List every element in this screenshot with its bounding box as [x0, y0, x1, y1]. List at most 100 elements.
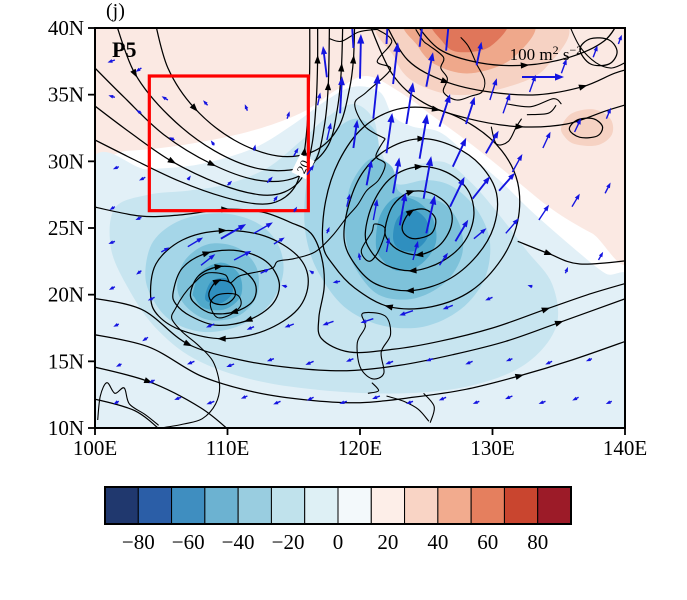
wave-flux-vector-head-icon: [562, 58, 567, 66]
contour-line: [95, 28, 331, 183]
wave-flux-vector-head-icon: [339, 400, 345, 404]
colorbar-tick-label: 0: [333, 530, 344, 554]
wave-flux-vector: [425, 59, 433, 87]
wave-flux-vector: [538, 209, 547, 221]
vector-scale-label-base: 100 m: [510, 45, 553, 64]
wave-flux-vector: [266, 179, 271, 184]
wave-flux-vector: [485, 136, 497, 154]
contour-arrowhead-icon: [189, 103, 198, 112]
wave-flux-vector: [560, 63, 566, 74]
wave-flux-vector-head-icon: [206, 400, 212, 405]
wave-flux-vector: [151, 296, 155, 300]
colorbar-tick-label: −40: [222, 530, 255, 554]
wave-flux-vector-head-icon: [112, 165, 118, 170]
contour-arrowhead-icon: [384, 304, 394, 311]
wave-flux-vector-head-icon: [477, 41, 483, 50]
wave-flux-vector-head-icon: [326, 226, 330, 233]
wave-flux-vector: [145, 336, 149, 340]
wave-flux-vector-head-icon: [244, 250, 252, 257]
wave-flux-vector-head-icon: [425, 156, 433, 167]
wave-flux-vector-head-icon: [442, 305, 449, 310]
colorbar-cell: [437, 486, 472, 525]
wave-flux-vector: [351, 28, 355, 49]
contour-arrowhead-icon: [440, 77, 450, 84]
wave-flux-vector-head-icon: [161, 96, 167, 101]
wave-flux-vector: [322, 53, 328, 78]
wave-flux-vector-head-icon: [505, 357, 512, 362]
wave-flux-vector-head-icon: [147, 296, 153, 301]
wave-flux-vector-head-icon: [385, 0, 392, 9]
wave-flux-vector-head-icon: [317, 92, 322, 99]
colorbar-cell: [304, 486, 339, 525]
coastline: [97, 382, 159, 426]
wave-flux-vector: [438, 101, 449, 127]
wave-flux-vector: [309, 360, 314, 364]
x-axis-tick-label: 130E: [470, 436, 514, 460]
colorbar-cell: [470, 486, 505, 525]
wave-flux-vector-head-icon: [206, 323, 212, 328]
wave-flux-vector: [422, 164, 431, 199]
wave-flux-vector-head-icon: [543, 204, 549, 212]
wave-flux-vector-head-icon: [108, 240, 114, 244]
colorbar-cell: [404, 486, 439, 525]
colorbar-cell: [337, 486, 372, 525]
vector-layer: [107, 0, 622, 405]
wave-flux-vector-head-icon: [357, 252, 362, 258]
wave-flux-vector-head-icon: [136, 110, 141, 114]
wave-flux-vector: [385, 28, 389, 45]
wave-flux-vector: [372, 204, 377, 221]
coastline: [354, 28, 393, 140]
colorbar-cell: [503, 486, 539, 525]
wave-flux-vector-head-icon: [442, 252, 448, 259]
colorbar-cell: [104, 486, 139, 525]
contour-line: [95, 28, 319, 196]
wave-flux-vector: [138, 67, 142, 70]
wave-flux-vector: [418, 28, 423, 47]
wave-flux-vector-head-icon: [309, 270, 315, 275]
colorbar-cell: [537, 486, 572, 525]
wave-flux-vector: [405, 90, 413, 125]
shading-region: [393, 209, 429, 252]
wave-flux-vector: [372, 82, 378, 119]
contour-arrowhead-icon: [218, 227, 228, 234]
wave-flux-vector: [469, 360, 473, 364]
wave-flux-vector-head-icon: [284, 323, 291, 328]
wave-flux-vector-head-icon: [208, 254, 216, 260]
wave-flux-vector-head-icon: [420, 9, 427, 18]
wave-flux-vector-head-icon: [385, 237, 391, 244]
wave-flux-vector: [502, 98, 509, 114]
wave-flux-vector-head-icon: [109, 206, 115, 210]
contour-line: [568, 117, 604, 139]
y-axis-tick-label: 30N: [48, 149, 84, 173]
wave-flux-vector: [575, 396, 579, 400]
wave-flux-vector: [438, 256, 446, 266]
colorbar-tick-label: −80: [122, 530, 155, 554]
wave-flux-vector: [365, 318, 374, 322]
wave-flux-vector: [142, 176, 146, 180]
contour-line: [189, 265, 257, 315]
wave-flux-vector-head-icon: [480, 228, 487, 234]
wave-flux-vector: [571, 197, 578, 208]
shading-region: [204, 277, 233, 304]
wave-flux-vector: [542, 400, 546, 403]
coastline: [507, 98, 562, 108]
wave-flux-vector: [359, 42, 362, 79]
wave-flux-vector-head-icon: [148, 379, 154, 384]
wave-flux-vector: [511, 158, 521, 173]
contour-arrowhead-icon: [543, 249, 553, 255]
wave-flux-vector-head-icon: [545, 131, 551, 139]
wave-flux-vector: [573, 123, 580, 133]
wave-flux-vector: [288, 323, 295, 327]
contour-line: [95, 366, 228, 428]
contour-arrowhead-icon: [350, 55, 357, 64]
wave-flux-vector-head-icon: [444, 94, 451, 104]
wave-flux-vector: [230, 363, 235, 366]
wave-flux-vector-head-icon: [385, 360, 391, 365]
wave-flux-vector-head-icon: [286, 111, 290, 117]
wave-flux-vector-head-icon: [517, 154, 523, 161]
vector-scale-label: 100 m2 s−2: [510, 43, 583, 64]
wave-flux-vector-head-icon: [545, 360, 551, 365]
wave-flux-vector: [165, 97, 169, 101]
contour-arrowhead-icon: [130, 68, 138, 78]
